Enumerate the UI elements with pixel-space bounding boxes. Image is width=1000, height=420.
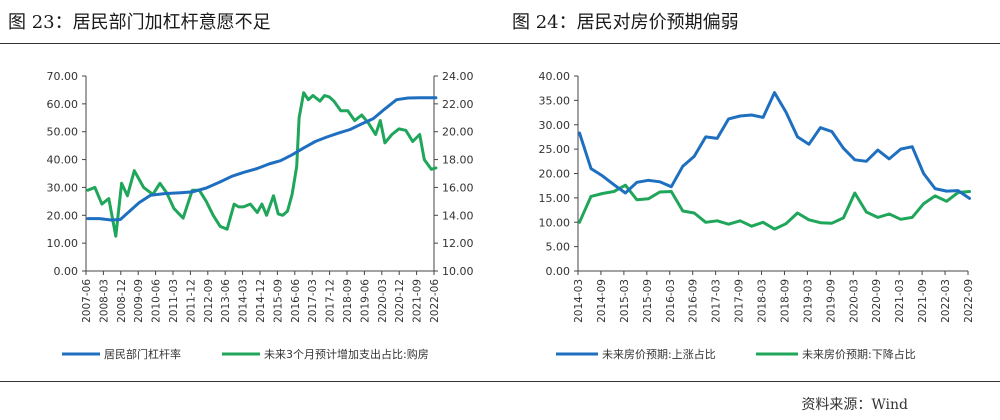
left-chart-series-leverage-line (86, 96, 438, 222)
right-chart-y-tick-label: 10.00 (539, 216, 571, 229)
bottom-rule (0, 381, 1000, 382)
left-chart-x-tick-label: 2017-03 (307, 279, 319, 323)
right-chart-y-tick-label: 0.00 (546, 265, 571, 278)
left-chart-x-tick-label: 2022-06 (429, 279, 441, 323)
right-chart-y-tick-label: 30.00 (539, 119, 571, 132)
top-rule (0, 43, 1000, 44)
left-chart-y2-tick-label: 24.00 (442, 70, 474, 83)
left-chart-series-home-purchase-line (86, 91, 438, 238)
right-chart-x-tick-label: 2017-09 (734, 279, 746, 323)
right-chart-y-tick-label: 20.00 (539, 168, 571, 181)
right-chart-x-tick-label: 2015-03 (619, 279, 631, 323)
left-chart-y2-tick-label: 16.00 (442, 181, 474, 194)
left-chart-x-tick-label: 2021-09 (412, 279, 424, 323)
right-chart-x-tick-label: 2019-03 (802, 279, 814, 323)
right-chart-x-tick-label: 2022-09 (963, 279, 975, 323)
right-chart-y-tick-label: 40.00 (539, 70, 571, 83)
right-chart-x-tick-label: 2019-09 (825, 279, 837, 323)
left-chart-y-tick-label: 30.00 (47, 181, 79, 194)
left-chart-x-tick-label: 2009-09 (133, 279, 145, 323)
left-chart-x-tick-label: 2007-06 (81, 279, 93, 323)
right-chart-series-decline-line (578, 183, 971, 231)
left-chart-title: 图 23：居民部门加杠杆意愿不足 (8, 12, 271, 33)
left-chart-y-tick-label: 50.00 (47, 126, 79, 139)
right-chart-title: 图 24：居民对房价预期偏弱 (512, 12, 739, 33)
right-chart-y-tick-label: 5.00 (546, 241, 571, 254)
left-chart-y2-tick-label: 12.00 (442, 237, 474, 250)
left-chart-x-tick-label: 2020-12 (394, 279, 406, 323)
left-chart-x-tick-label: 2012-09 (203, 279, 215, 323)
right-chart-y-tick-label: 15.00 (539, 192, 571, 205)
left-chart-y2-tick-label: 20.00 (442, 126, 474, 139)
right-chart-x-tick-label: 2014-09 (596, 279, 608, 323)
right-chart-x-tick-label: 2022-03 (940, 279, 952, 323)
right-chart-y-tick-label: 25.00 (539, 143, 571, 156)
right-chart-x-tick-label: 2014-03 (573, 279, 585, 323)
right-legend-label-decline: 未来房价预期:下降占比 (802, 347, 916, 361)
left-chart-x-tick-label: 2015-09 (272, 279, 284, 323)
right-chart-x-tick-label: 2021-03 (894, 279, 906, 323)
left-chart-y2-tick-label: 18.00 (442, 154, 474, 167)
left-chart-x-tick-label: 2019-06 (359, 279, 371, 323)
right-chart-x-tick-label: 2016-03 (665, 279, 677, 323)
right-legend-label-rise: 未来房价预期:上涨占比 (602, 347, 716, 361)
left-chart-y2-tick-label: 14.00 (442, 209, 474, 222)
left-chart-x-tick-label: 2011-12 (185, 279, 197, 323)
left-chart-y-tick-label: 20.00 (47, 209, 79, 222)
left-chart-x-tick-label: 2018-09 (342, 279, 354, 323)
right-chart-x-tick-label: 2021-09 (917, 279, 929, 323)
left-legend-label-home-purchase: 未来3个月预计增加支出占比:购房 (264, 347, 429, 361)
left-chart-y-tick-label: 60.00 (47, 98, 79, 111)
left-chart-y2-tick-label: 10.00 (442, 265, 474, 278)
left-chart-y2-tick-label: 22.00 (442, 98, 474, 111)
left-legend-label-leverage: 居民部门杠杆率 (104, 347, 181, 361)
left-chart-x-tick-label: 2017-12 (325, 279, 337, 323)
left-chart-x-tick-label: 2016-06 (290, 279, 302, 323)
left-chart-y-tick-label: 10.00 (47, 237, 79, 250)
right-chart-x-tick-label: 2020-03 (848, 279, 860, 323)
right-chart-x-tick-label: 2018-03 (757, 279, 769, 323)
data-source: 资料来源：Wind (801, 397, 908, 413)
right-chart-y-tick-label: 35.00 (539, 94, 571, 107)
left-chart-x-tick-label: 2014-12 (255, 279, 267, 323)
left-chart-x-tick-label: 2014-03 (238, 279, 250, 323)
left-chart-y-tick-label: 40.00 (47, 154, 79, 167)
left-chart-x-tick-label: 2011-03 (168, 279, 180, 323)
left-chart-y-tick-label: 0.00 (54, 265, 79, 278)
right-chart-x-tick-label: 2020-09 (871, 279, 883, 323)
left-chart-x-tick-label: 2020-03 (377, 279, 389, 323)
left-chart-x-tick-label: 2008-03 (98, 279, 110, 323)
right-chart-x-tick-label: 2017-03 (711, 279, 723, 323)
right-chart-x-tick-label: 2018-09 (779, 279, 791, 323)
left-chart-y-tick-label: 70.00 (47, 70, 79, 83)
left-chart-x-tick-label: 2013-06 (220, 279, 232, 323)
right-chart-x-tick-label: 2016-09 (688, 279, 700, 323)
right-chart-series-rise-line (578, 91, 971, 200)
right-chart-x-tick-label: 2015-09 (642, 279, 654, 323)
left-chart-x-tick-label: 2010-06 (151, 279, 163, 323)
left-chart-x-tick-label: 2008-12 (116, 279, 128, 323)
